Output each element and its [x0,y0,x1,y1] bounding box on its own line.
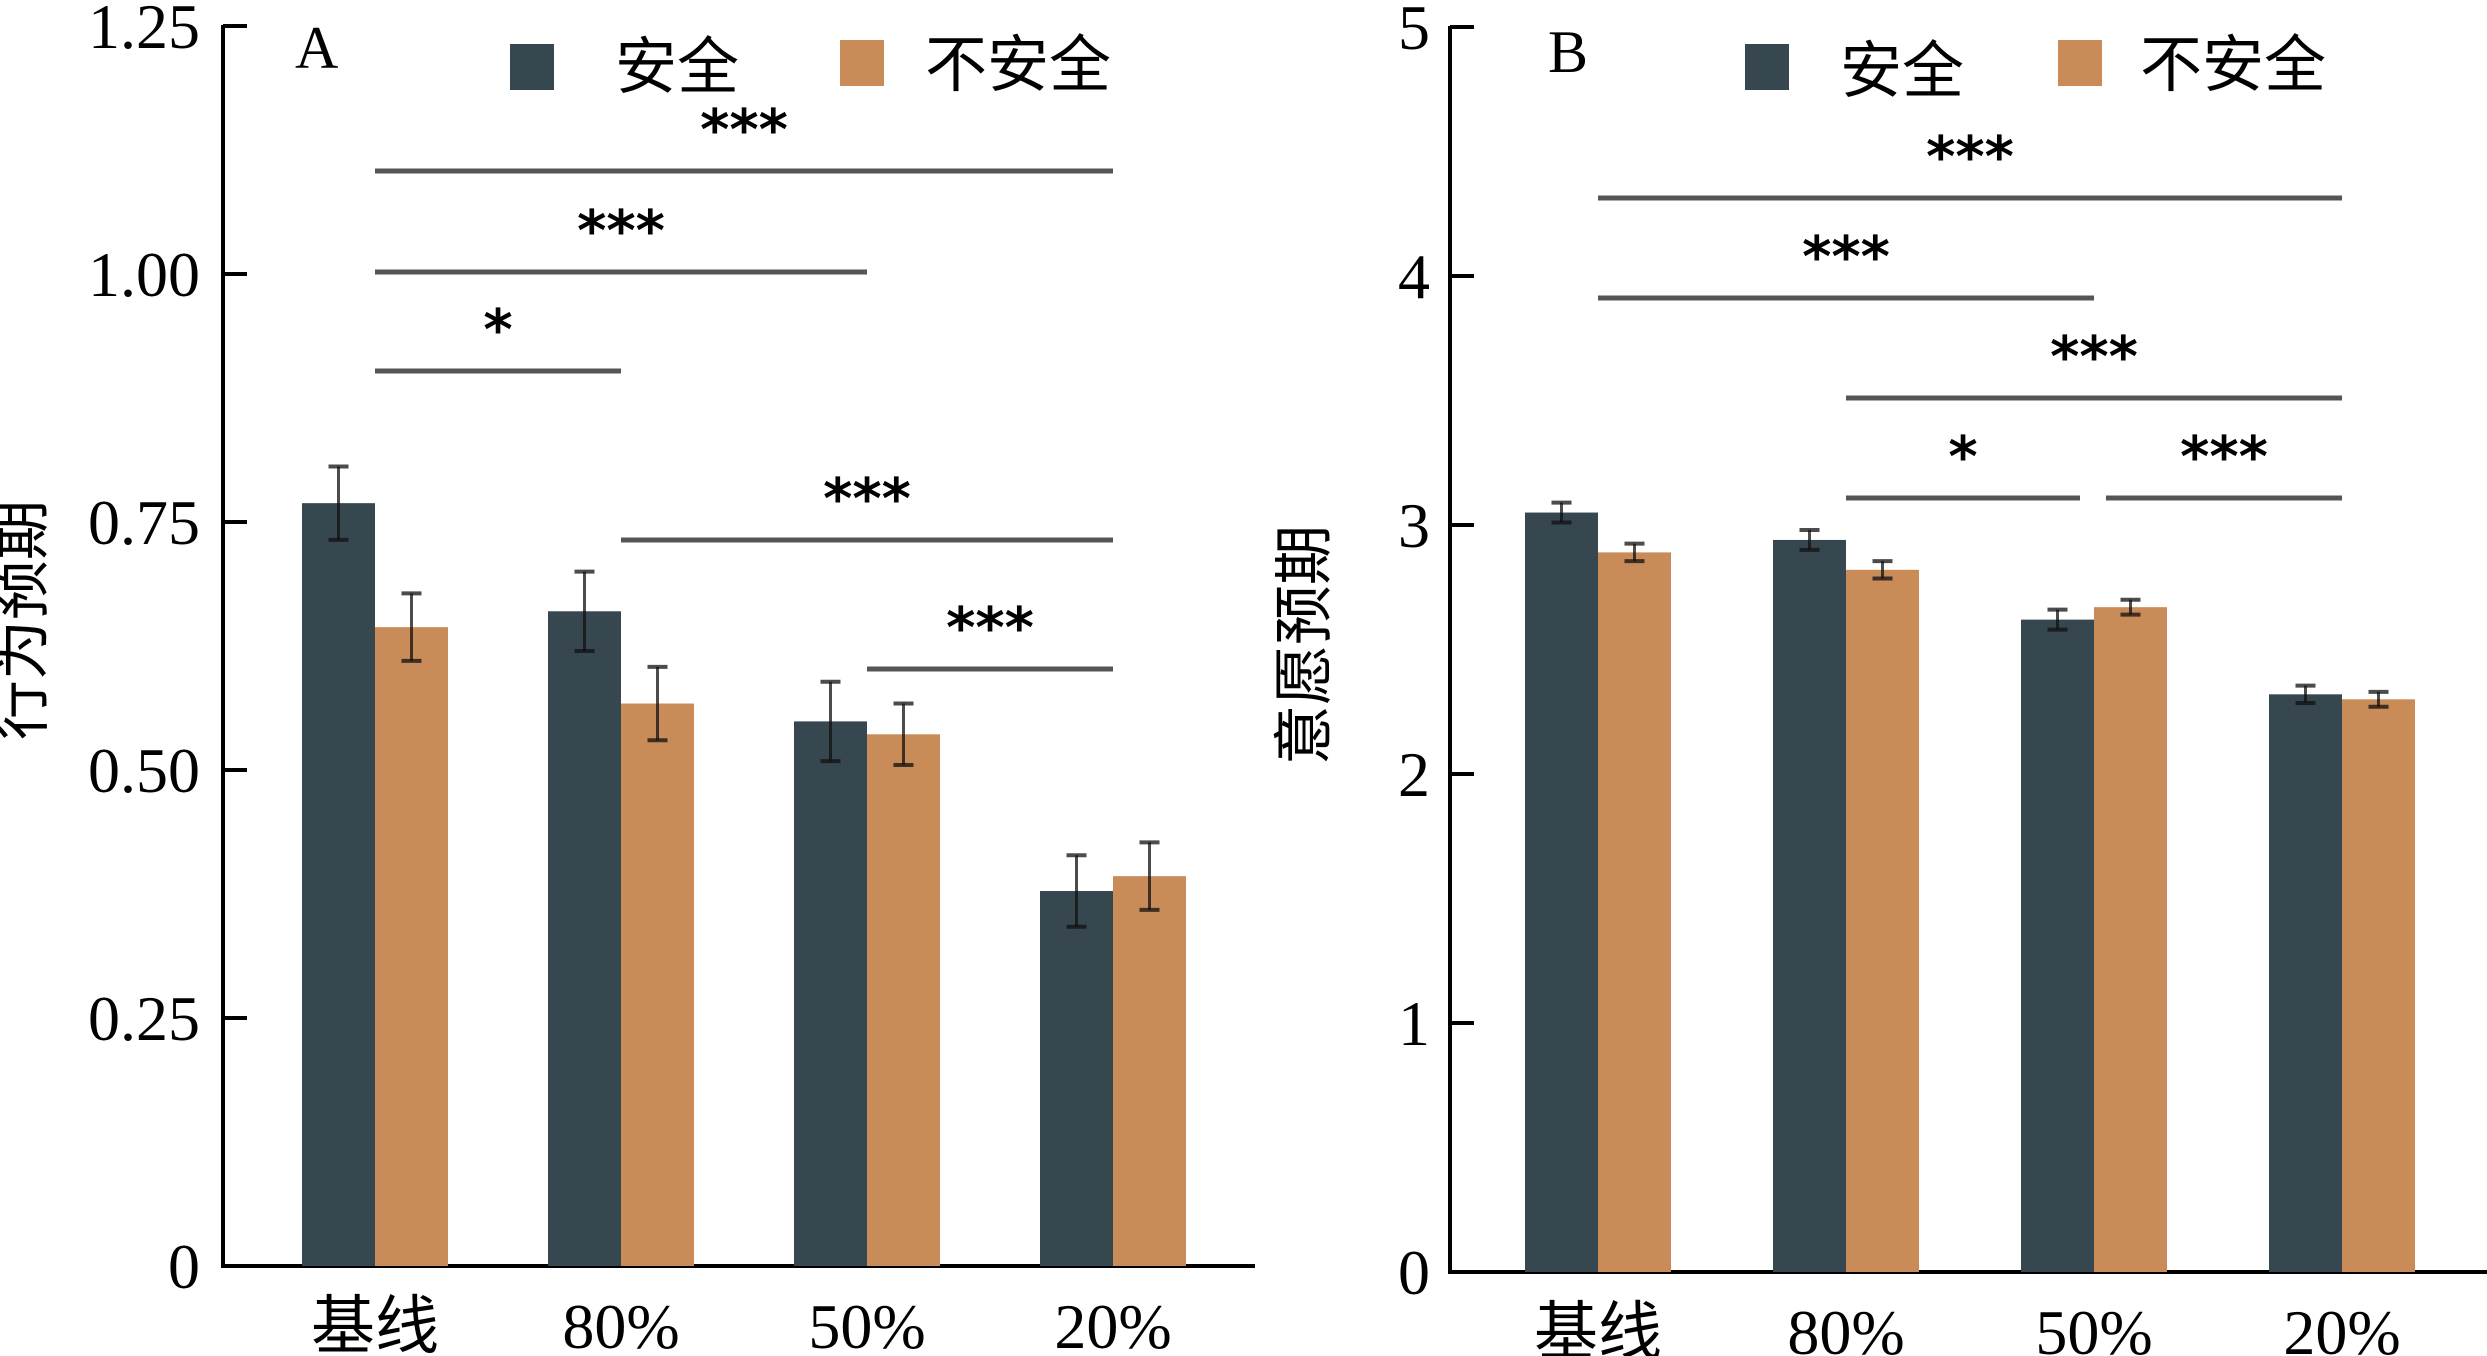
bar-unsafe [1598,552,1671,1272]
y-axis-title: 行为预期 [0,500,57,740]
error-bar [1066,853,1087,929]
legend-swatch-unsafe [840,40,884,86]
error-bar [893,701,914,768]
panel-label: A [295,15,338,81]
bar-unsafe [621,703,694,1266]
bar-safe [1773,539,1846,1272]
legend-label-safe: 安全 [615,30,739,103]
significance-label: *** [823,467,911,532]
significance-label: *** [577,199,665,264]
error-bar [1799,527,1820,552]
error-bar [401,591,422,663]
bar-safe [548,611,621,1266]
x-tick-label: 20% [2283,1297,2400,1356]
bar-unsafe [867,734,940,1266]
legend-label-unsafe: 不安全 [925,28,1111,101]
legend-swatch-unsafe [2058,40,2102,86]
error-bar [2120,597,2141,617]
bar-safe [1525,512,1598,1272]
y-tick-label: 2 [1398,739,1430,810]
significance-label: * [483,298,512,363]
significance-label: *** [946,596,1034,661]
legend: 安全 不安全 [510,28,1111,103]
x-tick-label: 基线 [1534,1297,1662,1356]
bar-unsafe [375,627,448,1266]
legend: 安全 不安全 [1745,28,2326,107]
x-tick-label: 80% [562,1291,679,1356]
y-tick-label: 3 [1398,490,1430,561]
x-tick-label: 80% [1787,1297,1904,1356]
x-tick-label: 基线 [311,1291,439,1356]
y-tick-label: 4 [1398,241,1430,312]
error-bar [1624,541,1645,564]
significance-label: *** [1802,225,1890,290]
error-bar [1872,559,1893,581]
significance-label: * [1948,425,1977,490]
y-tick-label: 5 [1398,0,1430,63]
error-bar [2368,689,2389,709]
x-tick-label: 50% [808,1291,925,1356]
y-tick-label: 0.25 [88,983,200,1054]
legend-swatch-safe [510,44,554,90]
error-bar [328,464,349,542]
bar-safe [794,721,867,1266]
bar-safe [2021,619,2094,1272]
significance-label: *** [700,98,788,163]
bar-safe [302,503,375,1267]
bar-safe [1040,891,1113,1266]
bar-unsafe [1113,876,1186,1266]
x-tick-label: 50% [2035,1297,2152,1356]
legend-label-unsafe: 不安全 [2140,28,2326,101]
error-bar [2295,683,2316,706]
bar-unsafe [1846,569,1919,1272]
panel-label: B [1548,19,1588,85]
y-tick-label: 0 [1398,1237,1430,1308]
bar-unsafe [2342,699,2415,1272]
y-tick-label: 1.00 [88,239,200,310]
error-bar [1551,500,1572,525]
significance-label: *** [2050,325,2138,390]
y-tick-label: 0.50 [88,735,200,806]
y-tick-label: 1.25 [88,0,200,62]
y-tick-label: 0 [168,1231,200,1302]
error-bar [647,664,668,743]
y-tick-label: 1 [1398,988,1430,1059]
error-bar [2047,607,2068,632]
bar-safe [2269,694,2342,1272]
error-bar [820,679,841,764]
y-axis-title: 意愿预期 [1270,525,1340,765]
legend-label-safe: 安全 [1840,34,1964,107]
significance-label: *** [1926,125,2014,190]
x-tick-label: 20% [1054,1291,1171,1356]
bar-unsafe [2094,607,2167,1272]
error-bar [1139,840,1160,912]
significance-label: *** [2180,425,2268,490]
error-bar [574,569,595,653]
legend-swatch-safe [1745,44,1789,90]
y-tick-label: 0.75 [88,487,200,558]
